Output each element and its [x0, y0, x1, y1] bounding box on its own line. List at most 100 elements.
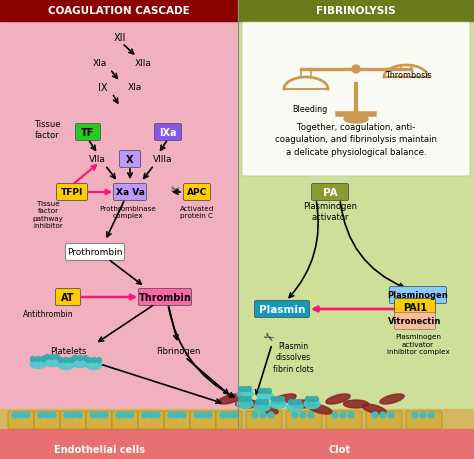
FancyBboxPatch shape	[390, 287, 447, 304]
Ellipse shape	[289, 400, 293, 405]
Circle shape	[148, 412, 154, 418]
Ellipse shape	[64, 358, 69, 363]
Ellipse shape	[91, 358, 97, 363]
Text: VIIa: VIIa	[89, 155, 105, 164]
Text: XIIa: XIIa	[135, 58, 151, 67]
Bar	[0, 456, 474, 459]
Ellipse shape	[272, 394, 296, 404]
FancyBboxPatch shape	[394, 313, 436, 330]
Text: Vitronectin: Vitronectin	[388, 317, 442, 326]
FancyBboxPatch shape	[190, 411, 216, 429]
Circle shape	[38, 412, 44, 418]
Circle shape	[340, 412, 346, 418]
Circle shape	[154, 412, 160, 418]
Circle shape	[142, 412, 148, 418]
Ellipse shape	[292, 400, 298, 405]
Text: Plasminogen
activator: Plasminogen activator	[303, 202, 357, 221]
Circle shape	[64, 412, 70, 418]
Ellipse shape	[243, 386, 247, 392]
Ellipse shape	[310, 397, 315, 402]
Text: Plasminogen
activator
inhibitor complex: Plasminogen activator inhibitor complex	[387, 334, 449, 355]
Text: COAGULATION CASCADE: COAGULATION CASCADE	[48, 6, 190, 16]
FancyBboxPatch shape	[216, 411, 242, 429]
Ellipse shape	[40, 357, 46, 362]
Circle shape	[252, 412, 258, 418]
Bar	[238, 0, 474, 22]
Circle shape	[128, 412, 134, 418]
Ellipse shape	[264, 400, 268, 405]
Ellipse shape	[275, 397, 281, 402]
FancyBboxPatch shape	[34, 411, 60, 429]
Ellipse shape	[259, 400, 264, 405]
Bar	[0, 432, 474, 435]
FancyBboxPatch shape	[113, 184, 146, 201]
Ellipse shape	[49, 355, 55, 360]
Text: Tissue
factor: Tissue factor	[34, 120, 60, 140]
FancyBboxPatch shape	[406, 411, 442, 429]
Text: Antithrombin: Antithrombin	[23, 310, 73, 319]
Circle shape	[292, 412, 298, 418]
Ellipse shape	[280, 397, 284, 402]
Circle shape	[220, 412, 226, 418]
Circle shape	[352, 66, 360, 74]
Circle shape	[348, 412, 354, 418]
Circle shape	[24, 412, 30, 418]
Text: Thrombosis: Thrombosis	[385, 71, 431, 80]
Ellipse shape	[344, 116, 368, 124]
Text: TFPI: TFPI	[61, 188, 83, 197]
Ellipse shape	[238, 397, 244, 402]
Ellipse shape	[254, 403, 270, 412]
Circle shape	[90, 412, 96, 418]
Ellipse shape	[72, 359, 88, 368]
Bar	[0, 0, 238, 22]
Bar	[0, 447, 474, 450]
Circle shape	[168, 412, 174, 418]
Bar	[0, 429, 474, 459]
Ellipse shape	[86, 358, 91, 363]
Ellipse shape	[246, 397, 252, 402]
Ellipse shape	[257, 392, 273, 401]
Bar	[238, 22, 474, 421]
Circle shape	[412, 412, 418, 418]
Text: Endothelial cells: Endothelial cells	[55, 444, 146, 454]
Ellipse shape	[238, 386, 244, 392]
FancyBboxPatch shape	[138, 411, 164, 429]
Circle shape	[428, 412, 434, 418]
Ellipse shape	[237, 400, 253, 409]
Text: AT: AT	[61, 292, 75, 302]
Text: Platelets: Platelets	[50, 347, 86, 356]
Circle shape	[380, 412, 386, 418]
FancyBboxPatch shape	[286, 411, 322, 429]
Circle shape	[174, 412, 180, 418]
Text: Bleeding: Bleeding	[292, 105, 328, 114]
Text: Plasmin
dissolves
fibrin clots: Plasmin dissolves fibrin clots	[273, 341, 313, 373]
Text: TF: TF	[82, 128, 95, 138]
Circle shape	[206, 412, 212, 418]
Ellipse shape	[86, 361, 102, 369]
Text: IX: IX	[98, 83, 108, 93]
Ellipse shape	[236, 400, 261, 408]
Ellipse shape	[326, 394, 350, 404]
Text: XIa: XIa	[128, 84, 142, 92]
Ellipse shape	[218, 394, 242, 404]
Ellipse shape	[78, 356, 82, 361]
FancyBboxPatch shape	[65, 244, 125, 261]
Text: Plasmin: Plasmin	[259, 304, 305, 314]
Bar	[0, 429, 474, 432]
Text: Prothrombinase
complex: Prothrombinase complex	[100, 206, 156, 219]
Ellipse shape	[45, 355, 49, 360]
Text: IXa: IXa	[159, 128, 177, 138]
FancyBboxPatch shape	[183, 184, 210, 201]
Bar	[0, 453, 474, 456]
Ellipse shape	[73, 356, 78, 361]
FancyBboxPatch shape	[75, 124, 100, 141]
Text: Tissue
factor
pathway
inhibitor: Tissue factor pathway inhibitor	[33, 200, 64, 229]
FancyBboxPatch shape	[366, 411, 402, 429]
Bar	[0, 441, 474, 444]
Bar	[0, 435, 474, 438]
Circle shape	[50, 412, 56, 418]
Text: Xa Va: Xa Va	[116, 188, 145, 197]
Bar	[0, 438, 474, 441]
Circle shape	[12, 412, 18, 418]
Circle shape	[232, 412, 238, 418]
